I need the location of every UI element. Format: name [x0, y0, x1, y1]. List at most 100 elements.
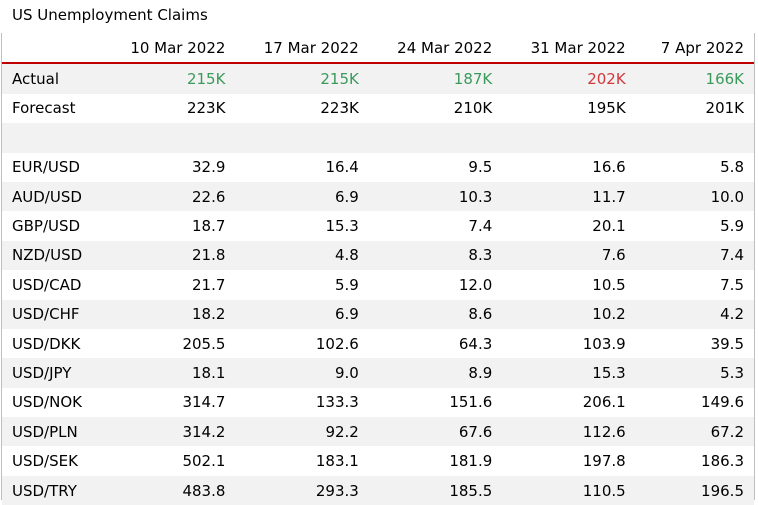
row-label: GBP/USD	[12, 217, 81, 236]
forecast-value: 223K	[186, 99, 226, 118]
pair-value: 112.6	[582, 422, 626, 441]
pair-value: 39.5	[710, 334, 744, 353]
spacer-row	[2, 123, 754, 153]
pair-value: 21.7	[192, 275, 226, 294]
pair-value: 181.9	[449, 452, 493, 471]
pair-row: USD/CAD 21.7 5.9 12.0 10.5 7.5	[2, 270, 754, 299]
table-title: US Unemployment Claims	[12, 6, 208, 24]
pair-row: GBP/USD 18.7 15.3 7.4 20.1 5.9	[2, 211, 754, 240]
pair-value: 16.4	[325, 158, 359, 177]
pair-value: 7.6	[601, 246, 626, 265]
pair-value: 5.8	[720, 158, 744, 177]
pair-row: USD/CHF 18.2 6.9 8.6 10.2 4.2	[2, 299, 754, 329]
pair-row: NZD/USD 21.8 4.8 8.3 7.6 7.4	[2, 240, 754, 271]
claims-table: 10 Mar 2022 17 Mar 2022 24 Mar 2022 31 M…	[2, 33, 754, 505]
pair-value: 5.3	[720, 363, 744, 382]
pair-value: 8.6	[468, 305, 493, 324]
pair-value: 151.6	[449, 393, 493, 412]
pair-value: 10.2	[592, 305, 626, 324]
pair-value: 18.7	[192, 217, 226, 236]
pair-value: 9.5	[468, 158, 493, 177]
actual-value: 215K	[186, 70, 226, 89]
pair-value: 15.3	[592, 363, 626, 382]
pair-row: USD/JPY 18.1 9.0 8.9 15.3 5.3	[2, 358, 754, 388]
pair-value: 110.5	[582, 481, 626, 500]
row-label: USD/TRY	[12, 481, 77, 500]
pair-value: 20.1	[592, 217, 626, 236]
row-label: Forecast	[12, 99, 76, 118]
pair-value: 5.9	[334, 275, 359, 294]
forecast-value: 210K	[453, 99, 493, 118]
table-frame	[1, 33, 755, 500]
header-row: 10 Mar 2022 17 Mar 2022 24 Mar 2022 31 M…	[2, 33, 754, 64]
actual-value: 166K	[705, 70, 744, 89]
column-header: 24 Mar 2022	[397, 38, 493, 57]
pair-row: AUD/USD 22.6 6.9 10.3 11.7 10.0	[2, 181, 754, 212]
pair-value: 16.6	[592, 158, 626, 177]
actual-row: Actual 215K 215K 187K 202K 166K	[2, 63, 754, 94]
pair-value: 293.3	[315, 481, 359, 500]
row-label: USD/SEK	[12, 452, 78, 471]
row-label: USD/DKK	[12, 334, 81, 353]
spacer-cell	[2, 123, 754, 152]
pair-value: 149.6	[701, 393, 744, 412]
pair-value: 12.0	[458, 275, 493, 294]
actual-value: 187K	[453, 70, 493, 89]
pair-value: 18.1	[192, 363, 226, 382]
row-label: USD/CHF	[12, 305, 80, 324]
pair-value: 103.9	[582, 334, 626, 353]
pair-value: 10.3	[458, 187, 493, 206]
pair-value: 4.8	[334, 246, 359, 265]
forecast-value: 201K	[705, 99, 744, 118]
pair-value: 314.7	[182, 393, 226, 412]
corner-cell	[2, 33, 102, 63]
pair-value: 11.7	[592, 187, 626, 206]
row-label: USD/NOK	[12, 393, 82, 412]
pair-value: 7.4	[720, 246, 744, 265]
pair-value: 18.2	[192, 305, 226, 324]
pair-row: USD/DKK 205.5 102.6 64.3 103.9 39.5	[2, 329, 754, 358]
actual-value: 215K	[320, 70, 359, 89]
pair-value: 197.8	[582, 452, 626, 471]
pair-value: 206.1	[582, 393, 626, 412]
pair-value: 185.5	[449, 481, 493, 500]
column-header: 31 Mar 2022	[530, 38, 626, 57]
pair-value: 64.3	[458, 334, 493, 353]
row-label: NZD/USD	[12, 246, 83, 265]
pair-value: 32.9	[192, 158, 226, 177]
pair-value: 196.5	[701, 481, 744, 500]
pair-value: 205.5	[182, 334, 226, 353]
pair-value: 15.3	[325, 217, 359, 236]
pair-row: USD/PLN 314.2 92.2 67.6 112.6 67.2	[2, 417, 754, 447]
pair-value: 67.2	[710, 422, 744, 441]
pair-value: 10.0	[710, 187, 744, 206]
pair-value: 8.3	[468, 246, 493, 265]
pair-value: 102.6	[315, 334, 359, 353]
pair-row: EUR/USD 32.9 16.4 9.5 16.6 5.8	[2, 153, 754, 182]
actual-value: 202K	[587, 70, 626, 89]
row-label: EUR/USD	[12, 158, 80, 177]
pair-value: 183.1	[315, 452, 359, 471]
pair-row: USD/NOK 314.7 133.3 151.6 206.1 149.6	[2, 388, 754, 417]
pair-value: 9.0	[334, 363, 359, 382]
column-header: 7 Apr 2022	[660, 38, 744, 57]
pair-value: 21.8	[192, 246, 226, 265]
column-header: 17 Mar 2022	[263, 38, 359, 57]
pair-value: 22.6	[192, 187, 226, 206]
pair-value: 483.8	[182, 481, 226, 500]
row-label: USD/PLN	[12, 422, 78, 441]
pair-value: 133.3	[315, 393, 359, 412]
row-label: USD/CAD	[12, 275, 82, 294]
pair-value: 92.2	[325, 422, 359, 441]
forecast-row: Forecast 223K 223K 210K 195K 201K	[2, 94, 754, 123]
pair-value: 5.9	[720, 217, 744, 236]
pair-value: 6.9	[334, 305, 359, 324]
pair-value: 4.2	[720, 305, 744, 324]
pair-value: 7.4	[468, 217, 493, 236]
pair-value: 314.2	[182, 422, 226, 441]
row-label: USD/JPY	[12, 363, 72, 382]
row-label: AUD/USD	[12, 187, 82, 206]
pair-row: USD/SEK 502.1 183.1 181.9 197.8 186.3	[2, 446, 754, 475]
pair-value: 186.3	[701, 452, 744, 471]
pair-row: USD/TRY 483.8 293.3 185.5 110.5 196.5	[2, 475, 754, 505]
